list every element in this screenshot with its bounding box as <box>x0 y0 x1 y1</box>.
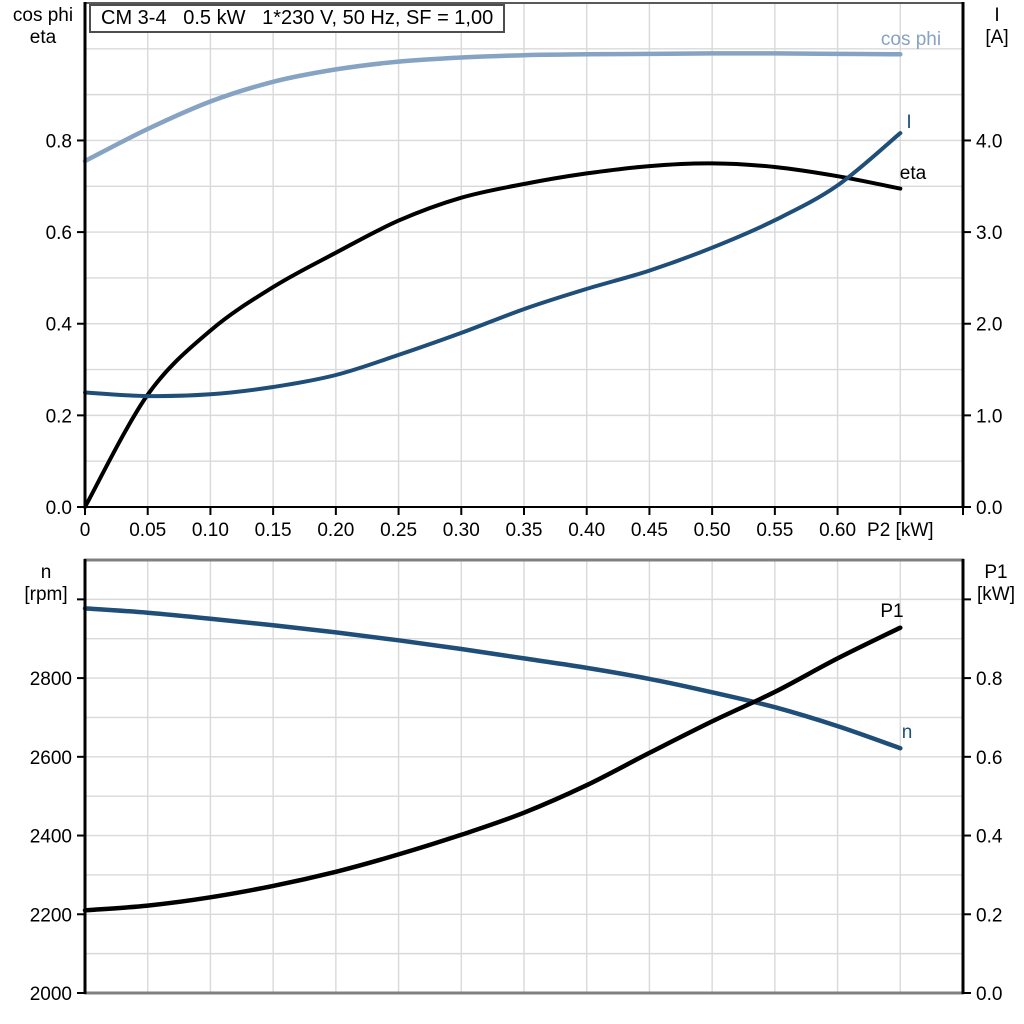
axis-title-current: I <box>994 5 1000 26</box>
left-tick-label: 0.4 <box>46 315 73 336</box>
left-tick-label: 2800 <box>30 669 72 690</box>
x-tick-label: 0.50 <box>694 520 731 541</box>
curve-label-I: I <box>906 112 911 133</box>
axis-title-speed: n <box>40 562 52 583</box>
left-tick-label: 0.6 <box>46 223 72 244</box>
x-tick-label: 0.55 <box>756 520 793 541</box>
right-tick-label: 0.0 <box>976 984 1002 1005</box>
axis-title-p1: P1 <box>984 562 1008 583</box>
left-tick-label: 2200 <box>30 905 72 926</box>
right-tick-label: 0.6 <box>976 748 1002 769</box>
right-tick-label: 2.0 <box>976 315 1002 336</box>
axis-title-cos-phi: cos phi <box>12 5 74 26</box>
curve-label-cos-phi: cos phi <box>881 29 941 50</box>
chart-title-box: CM 3-4 0.5 kW 1*230 V, 50 Hz, SF = 1,00 <box>89 4 506 33</box>
curve-label-P1: P1 <box>880 601 903 622</box>
right-tick-label: 0.4 <box>976 827 1003 848</box>
curve-P1 <box>82 625 903 913</box>
curve-I <box>83 131 903 399</box>
curve-label-eta: eta <box>900 163 927 184</box>
curve-n <box>82 606 903 751</box>
x-tick-label: 0.15 <box>255 520 292 541</box>
axis-title-speed-unit: [rpm] <box>24 584 68 605</box>
curve-cos-phi <box>82 51 903 164</box>
top-right-axis-title: I [A] <box>972 5 1022 49</box>
right-tick-label: 4.0 <box>976 131 1002 152</box>
axis-title-current-unit: [A] <box>985 27 1009 48</box>
x-tick-label: 0.30 <box>443 520 480 541</box>
x-tick-label: 0.10 <box>192 520 229 541</box>
left-tick-label: 2600 <box>30 748 72 769</box>
bottom-right-axis-title: P1 [kW] <box>968 562 1024 606</box>
curve-eta <box>83 161 903 509</box>
left-tick-label: 2000 <box>30 984 72 1005</box>
x-tick-label: 0.45 <box>631 520 668 541</box>
right-tick-label: 0.8 <box>976 669 1002 690</box>
right-tick-label: 3.0 <box>976 223 1002 244</box>
top-left-axis-title: cos phi eta <box>6 5 80 49</box>
axis-title-eta: eta <box>29 27 57 48</box>
x-tick-label: 0.05 <box>129 520 166 541</box>
right-tick-label: 0.0 <box>976 498 1002 519</box>
left-tick-label: 0.2 <box>46 406 72 427</box>
left-tick-label: 0.0 <box>46 498 72 519</box>
x-tick-label: 0.40 <box>568 520 605 541</box>
x-tick-label: 0 <box>80 520 91 541</box>
right-tick-label: 0.2 <box>976 905 1002 926</box>
axis-title-p1-unit: [kW] <box>977 584 1015 605</box>
bottom-left-axis-title: n [rpm] <box>9 562 83 606</box>
x-tick-label: 0.25 <box>380 520 417 541</box>
x-tick-label: 0.60 <box>819 520 856 541</box>
x-tick-label: 0.35 <box>506 520 543 541</box>
right-tick-label: 1.0 <box>976 406 1002 427</box>
left-tick-label: 2400 <box>30 827 72 848</box>
left-tick-label: 0.8 <box>46 131 72 152</box>
x-tick-label: 0.20 <box>317 520 354 541</box>
x-tick-label: P2 [kW] <box>867 520 934 541</box>
curve-label-n: n <box>902 722 913 743</box>
chart-title: CM 3-4 0.5 kW 1*230 V, 50 Hz, SF = 1,00 <box>101 7 494 29</box>
